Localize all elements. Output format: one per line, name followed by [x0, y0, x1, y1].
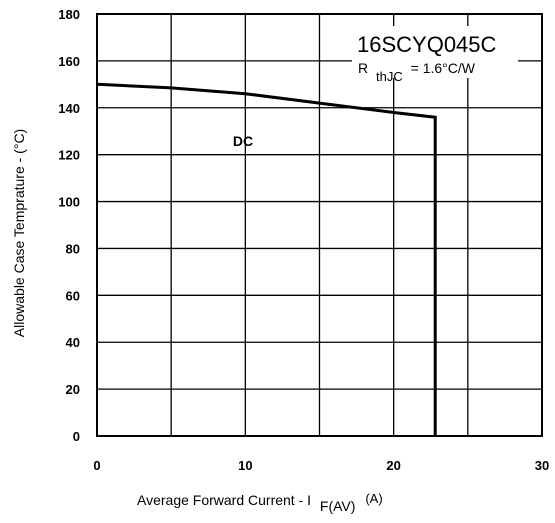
y-tick-label-40: 40 [66, 335, 80, 350]
y-axis-label: Allowable Case Temprature - (°C) [11, 129, 27, 337]
y-tick-labels: 0 20 40 60 80 100 120 140 160 180 [58, 7, 80, 444]
rth-subscript: thJC [376, 69, 403, 84]
x-tick-labels: 0 10 20 30 [93, 458, 549, 473]
annotation-background [352, 26, 518, 78]
x-tick-label-30: 30 [535, 458, 549, 473]
y-tick-label-60: 60 [66, 288, 80, 303]
x-axis-label: Average Forward Current - I F(AV) (A) [137, 491, 383, 514]
y-tick-label-120: 120 [58, 148, 80, 163]
x-axis-label-subscript: F(AV) [320, 498, 356, 514]
x-axis-label-unit: (A) [365, 491, 382, 506]
series-group [96, 82, 437, 436]
series-line-dc [96, 82, 437, 436]
y-tick-label-160: 160 [58, 54, 80, 69]
rth-value: = 1.6°C/W [411, 60, 476, 76]
part-number-annotation: 16SCYQ045C [357, 32, 497, 57]
x-axis-label-main: Average Forward Current - I [137, 492, 311, 508]
rth-prefix: R [358, 60, 368, 76]
y-tick-label-20: 20 [66, 382, 80, 397]
series-label-dc: DC [233, 133, 253, 149]
x-tick-label-20: 20 [386, 458, 400, 473]
x-tick-label-10: 10 [238, 458, 252, 473]
thermal-resistance-annotation: R thJC = 1.6°C/W [358, 60, 476, 84]
y-tick-label-0: 0 [73, 429, 80, 444]
y-tick-label-180: 180 [58, 7, 80, 22]
plot-frame [96, 13, 543, 437]
y-tick-label-80: 80 [66, 241, 80, 256]
x-tick-label-0: 0 [93, 458, 100, 473]
y-tick-label-100: 100 [58, 195, 80, 210]
y-tick-label-140: 140 [58, 101, 80, 116]
